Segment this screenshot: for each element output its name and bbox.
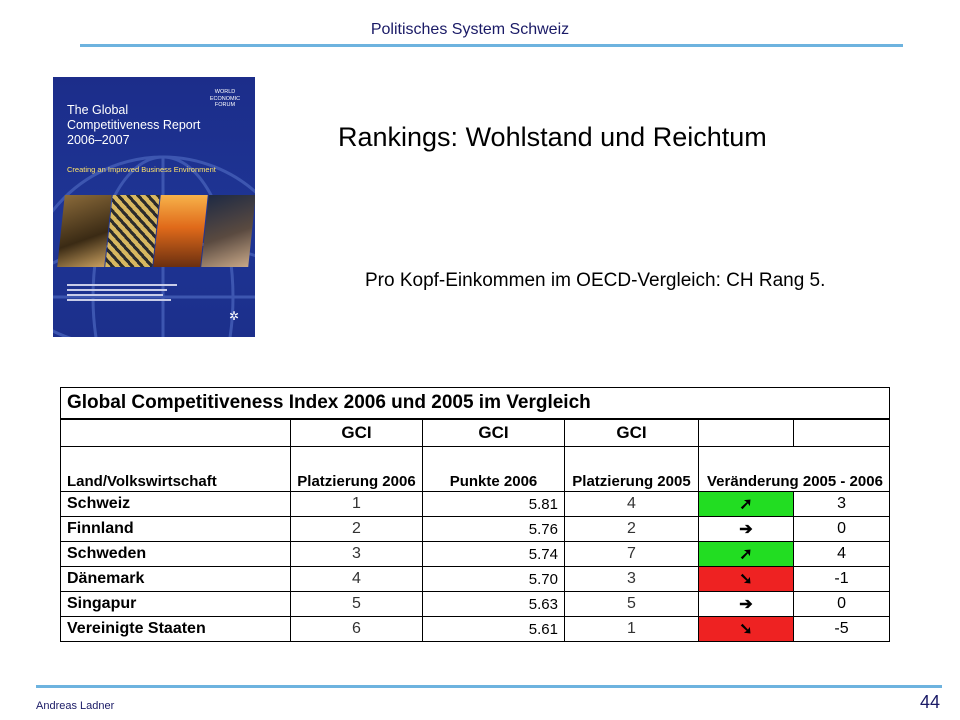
table-row: Finnland 2 5.76 2 ➔ 0: [60, 516, 891, 542]
rank-2006-cell: 3: [290, 541, 423, 567]
cover-photo: [57, 195, 112, 267]
rank-2005-cell: 7: [564, 541, 699, 567]
rank-2006-cell: 5: [290, 591, 423, 617]
publisher-logo-icon: ✲: [229, 309, 240, 323]
change-cell: -5: [792, 616, 891, 642]
country-cell: Vereinigte Staaten: [60, 616, 291, 642]
footer-divider: [36, 685, 942, 688]
rank-2005-cell: 5: [564, 591, 699, 617]
trend-arrow-icon: ➔: [698, 516, 794, 542]
rank-2005-cell: 4: [564, 491, 699, 517]
cover-photo: [153, 195, 208, 267]
table-title: Global Competitiveness Index 2006 und 20…: [59, 387, 891, 420]
header-divider: [80, 44, 903, 47]
score-2006-cell: 5.63: [422, 591, 565, 617]
column-header-rank-2006: Platzierung 2006: [290, 446, 423, 492]
cover-title-line: 2006–2007: [67, 133, 130, 147]
trend-arrow-icon: ➚: [698, 541, 794, 567]
report-cover-image: WORLD ECONOMIC FORUM The Global Competit…: [53, 77, 255, 337]
country-cell: Dänemark: [60, 566, 291, 592]
column-header-rank-2005: Platzierung 2005: [564, 446, 699, 492]
table-row: Dänemark 4 5.70 3 ➘ -1: [60, 566, 891, 592]
table-cell: [60, 419, 291, 447]
cover-photo: [201, 195, 255, 267]
change-cell: 0: [792, 516, 891, 542]
cover-subtitle: Creating an Improved Business Environmen…: [67, 165, 216, 174]
gci-group-label: GCI: [290, 418, 423, 447]
presentation-title: Politisches System Schweiz: [370, 21, 570, 38]
change-cell: 0: [792, 591, 891, 617]
score-2006-cell: 5.81: [422, 491, 565, 517]
slide-body-text: Pro Kopf-Einkommen im OECD-Vergleich: CH…: [365, 270, 826, 291]
trend-arrow-icon: ➘: [698, 566, 794, 592]
cover-title: The Global Competitiveness Report 2006–2…: [67, 103, 200, 148]
column-header-score-2006: Punkte 2006: [422, 446, 565, 492]
table-row: Vereinigte Staaten 6 5.61 1 ➘ -5: [60, 616, 891, 642]
trend-arrow-icon: ➔: [698, 591, 794, 617]
score-2006-cell: 5.70: [422, 566, 565, 592]
country-cell: Schweden: [60, 541, 291, 567]
cover-title-line: Competitiveness Report: [67, 118, 201, 132]
gci-group-label: GCI: [564, 418, 699, 447]
score-2006-cell: 5.76: [422, 516, 565, 542]
rank-2006-cell: 6: [290, 616, 423, 642]
rank-2006-cell: 2: [290, 516, 423, 542]
gci-comparison-table: Global Competitiveness Index 2006 und 20…: [59, 387, 891, 642]
wef-logo: WORLD ECONOMIC FORUM: [209, 89, 241, 108]
change-cell: 3: [792, 491, 891, 517]
table-cell: [792, 418, 891, 447]
footer-author: Andreas Ladner: [36, 700, 115, 712]
change-cell: -1: [792, 566, 891, 592]
change-cell: 4: [792, 541, 891, 567]
slide-title: Rankings: Wohlstand und Reichtum: [338, 122, 767, 152]
table-row: Schweden 3 5.74 7 ➚ 4: [60, 541, 891, 567]
cover-title-line: The Global: [67, 103, 129, 117]
cover-photo-strip: [57, 195, 255, 267]
table-cell: [698, 418, 794, 447]
rank-2005-cell: 3: [564, 566, 699, 592]
score-2006-cell: 5.61: [422, 616, 565, 642]
rank-2006-cell: 4: [290, 566, 423, 592]
table-row: Schweiz 1 5.81 4 ➚ 3: [60, 491, 891, 517]
column-header-country: Land/Volkswirtschaft: [60, 446, 291, 492]
cover-photo: [105, 195, 160, 267]
country-cell: Singapur: [60, 591, 291, 617]
country-cell: Finnland: [60, 516, 291, 542]
country-cell: Schweiz: [60, 491, 291, 517]
rank-2005-cell: 2: [564, 516, 699, 542]
gci-group-label: GCI: [422, 418, 565, 447]
rank-2006-cell: 1: [290, 491, 423, 517]
cover-author-lines: [67, 281, 187, 304]
column-header-change: Veränderung 2005 - 2006: [697, 446, 891, 492]
rank-2005-cell: 1: [564, 616, 699, 642]
trend-arrow-icon: ➘: [698, 616, 794, 642]
table-row: Singapur 5 5.63 5 ➔ 0: [60, 591, 891, 617]
score-2006-cell: 5.74: [422, 541, 565, 567]
trend-arrow-icon: ➚: [698, 491, 794, 517]
page-number: 44: [919, 692, 940, 712]
